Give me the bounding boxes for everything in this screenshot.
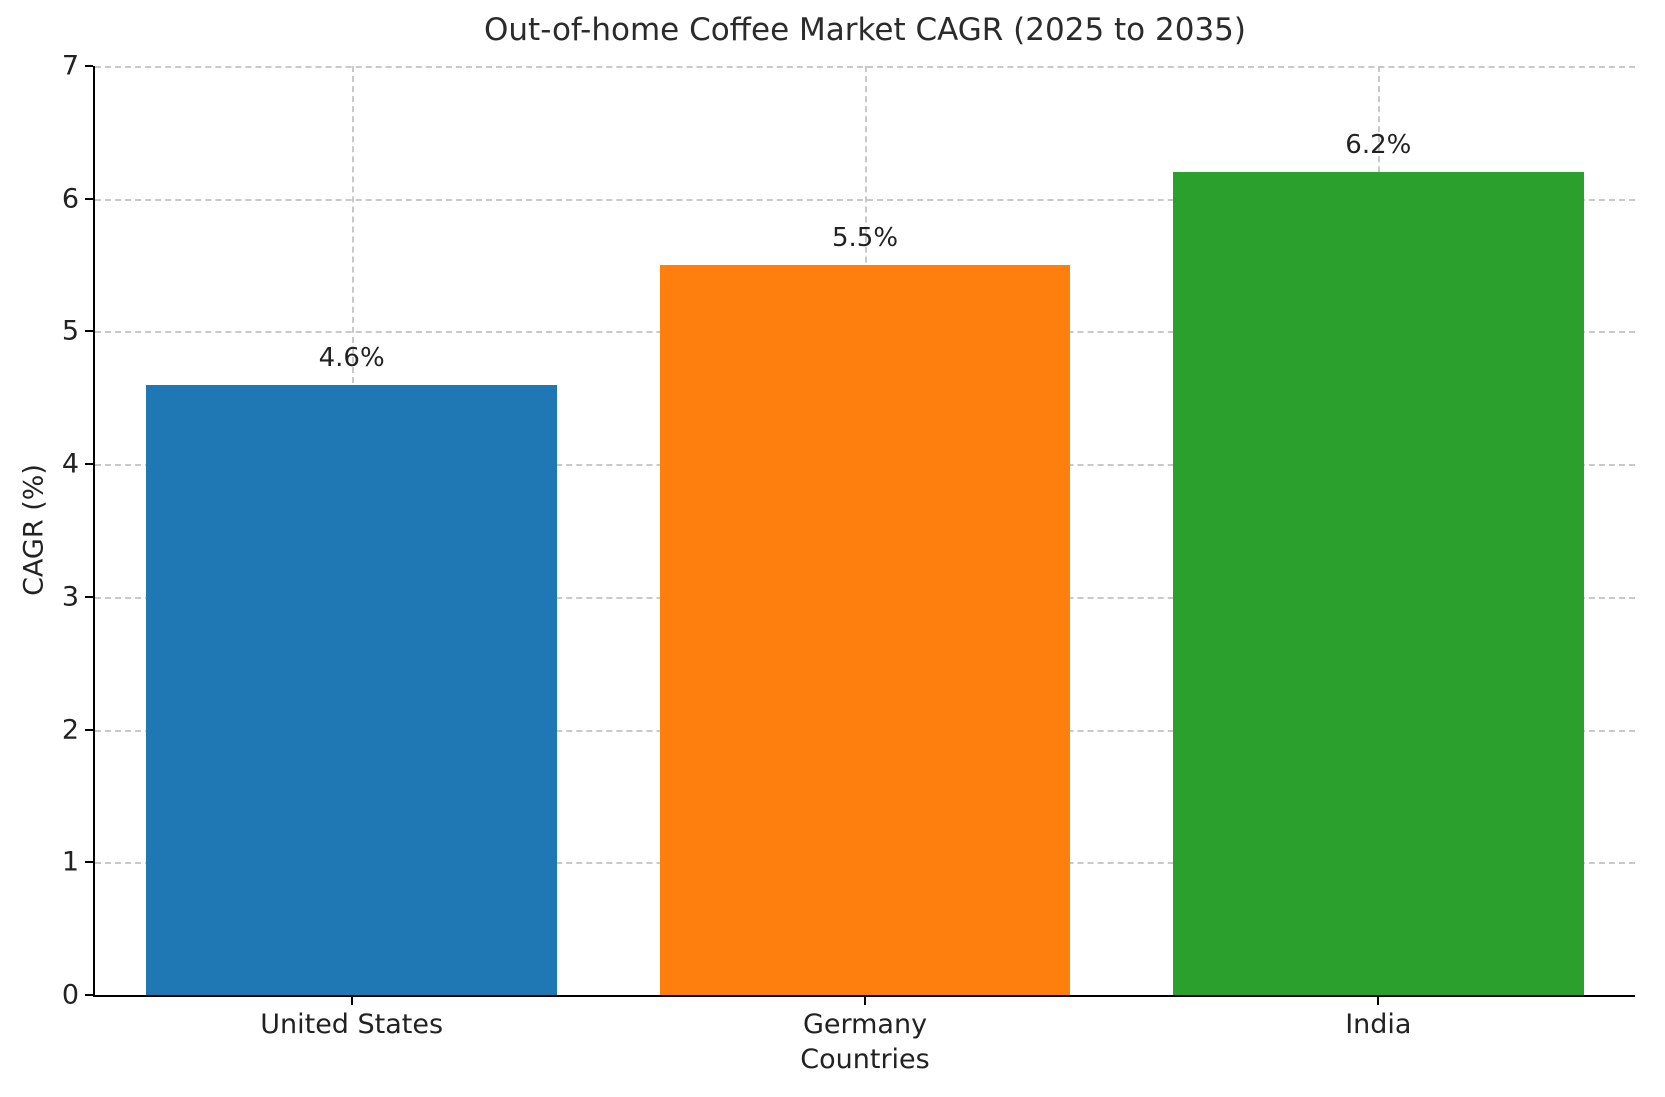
y-tick-label: 1 (61, 846, 79, 878)
y-tick-label: 2 (61, 714, 79, 746)
x-tick-label: United States (260, 1009, 444, 1040)
chart-title: Out-of-home Coffee Market CAGR (2025 to … (484, 12, 1246, 48)
bar-value-label: 5.5% (831, 223, 899, 254)
x-tick-label: Germany (802, 1009, 928, 1040)
y-tick-label: 5 (61, 315, 79, 347)
plot-area: 0 1 2 3 4 5 6 7 4.6% United States 5.5% Germany 6.2%… (62, 51, 1635, 1040)
x-tick-label: India (1345, 1009, 1412, 1040)
bar-value-label: 4.6% (318, 342, 385, 373)
y-tick-mark (85, 463, 93, 466)
x-tick-mark (1377, 997, 1380, 1005)
x-axis-spine (93, 995, 1635, 997)
y-tick-label: 7 (61, 50, 79, 82)
y-tick-label: 0 (61, 979, 79, 1011)
y-tick-mark (85, 861, 93, 864)
y-tick-mark (85, 197, 93, 200)
y-tick-mark (85, 994, 93, 996)
bar-india (1173, 172, 1584, 995)
x-tick-mark (350, 997, 353, 1005)
y-tick-mark (85, 65, 93, 67)
y-tick-label: 3 (61, 581, 79, 613)
bar-value-label: 6.2% (1345, 130, 1412, 161)
y-tick-label: 4 (61, 448, 79, 480)
y-axis-label: CAGR (%) (18, 464, 50, 596)
y-axis-spine (93, 66, 95, 995)
y-tick-mark (85, 330, 93, 333)
y-tick-mark (85, 728, 93, 731)
bar-germany (659, 265, 1071, 995)
y-tick-label: 6 (61, 183, 79, 215)
x-axis-label: Countries (800, 1044, 930, 1075)
y-tick-mark (85, 595, 93, 598)
x-tick-mark (864, 997, 866, 1005)
bar-united-states (146, 384, 557, 995)
